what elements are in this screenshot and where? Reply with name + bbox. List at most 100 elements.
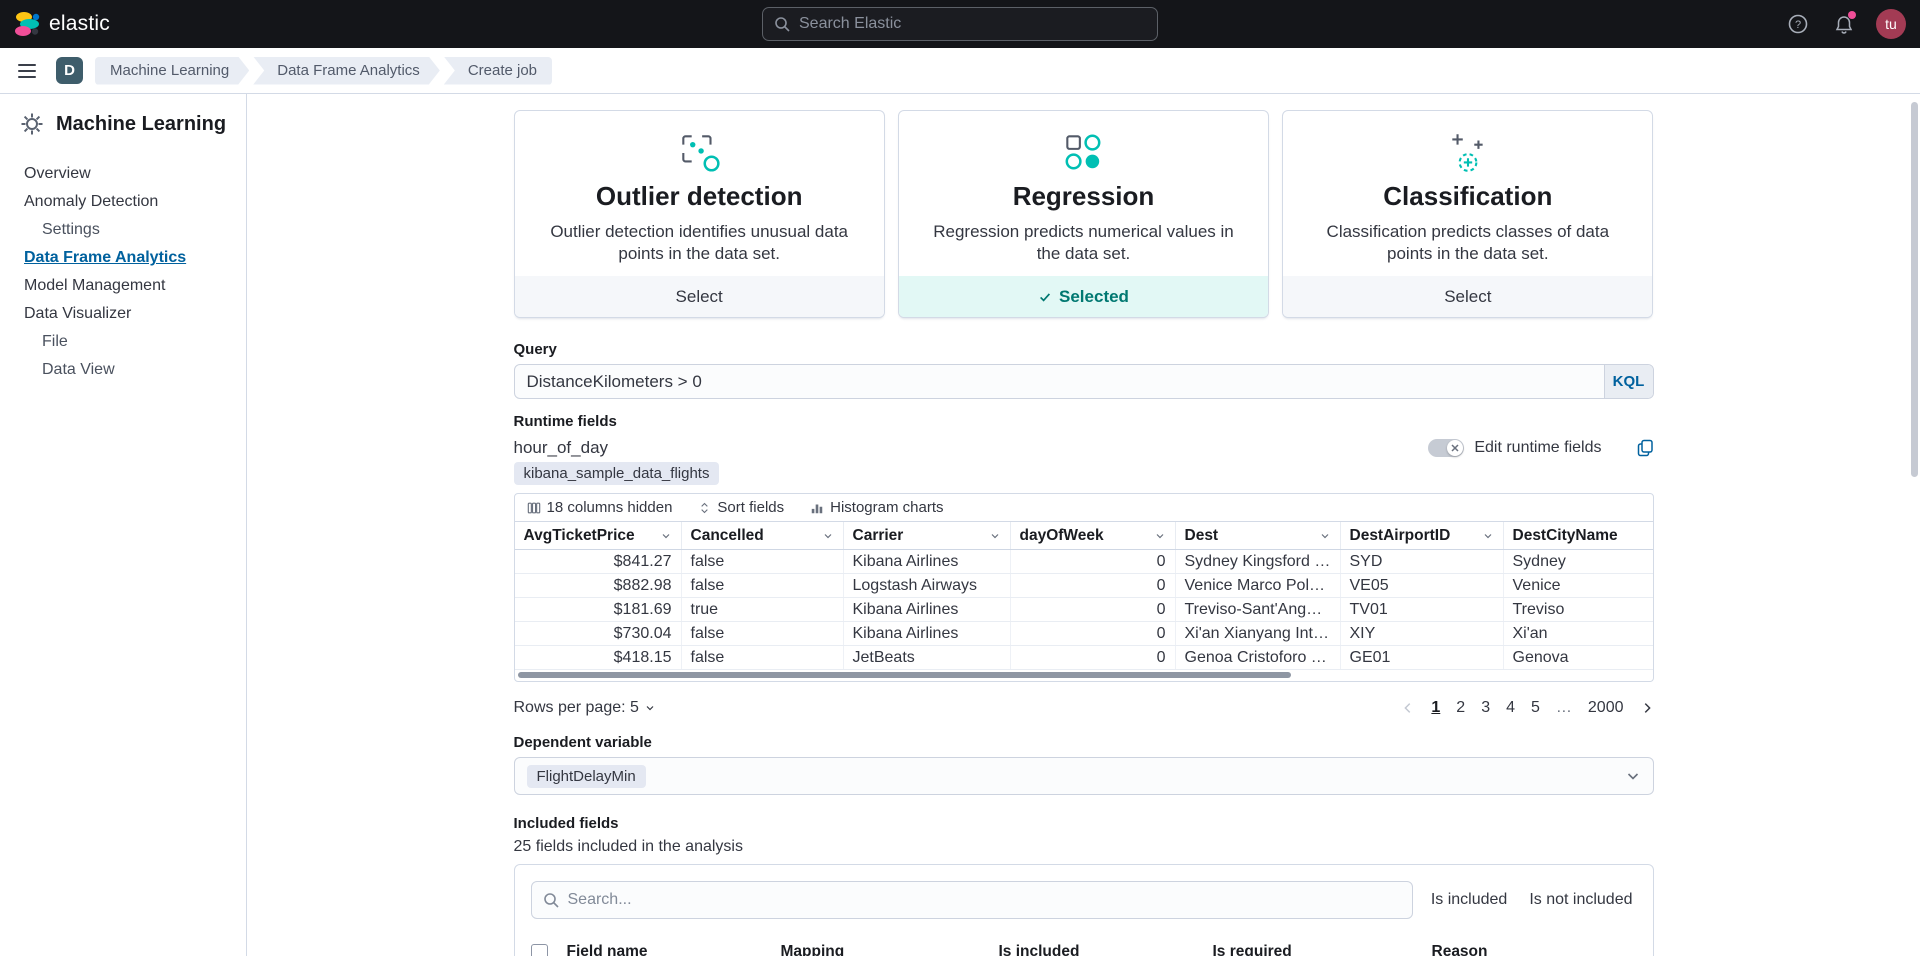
source-data-grid: 18 columns hidden Sort fields Histogram … <box>513 493 1654 682</box>
sidebar-item-overview[interactable]: Overview <box>24 165 91 182</box>
copy-icon[interactable] <box>1636 439 1654 457</box>
cell: Genova <box>1512 649 1569 666</box>
cell: 0 <box>1011 646 1176 669</box>
histogram-icon <box>810 501 824 515</box>
horizontal-scrollbar-thumb[interactable] <box>517 672 1292 678</box>
chevron-down-icon <box>662 533 669 538</box>
table-row: $730.04 false Kibana Airlines 0 Xi'an Xi… <box>514 622 1653 646</box>
column-reason: Reason <box>1431 943 1488 956</box>
dependent-variable-select[interactable]: FlightDelayMin <box>513 757 1654 795</box>
next-page-icon[interactable] <box>1640 701 1654 715</box>
help-icon[interactable]: ? <box>1784 10 1812 38</box>
search-icon <box>774 16 790 32</box>
card-title: Outlier detection <box>595 181 803 211</box>
sidebar-item-model-management[interactable]: Model Management <box>24 277 166 294</box>
page-1[interactable]: 1 <box>1431 699 1441 716</box>
columns-icon <box>527 501 541 515</box>
cell: JetBeats <box>844 646 1011 669</box>
sidebar-item-anomaly-detection[interactable]: Anomaly Detection <box>24 193 159 210</box>
cell: Treviso <box>1512 601 1565 618</box>
cell: GE01 <box>1341 646 1504 669</box>
job-type-cards: Outlier detection Outlier detection iden… <box>513 110 1654 318</box>
regression-selected-button[interactable]: Selected <box>898 276 1269 317</box>
fields-search-input[interactable] <box>567 891 1401 909</box>
is-not-included-filter-button[interactable]: Is not included <box>1529 891 1633 908</box>
rows-per-page-button[interactable]: Rows per page: 5 <box>514 699 656 717</box>
included-fields-panel: Is included Is not included Field name M… <box>513 864 1654 956</box>
card-regression[interactable]: Regression Regression predicts numerical… <box>897 110 1270 318</box>
column-mapping: Mapping <box>780 943 845 956</box>
menu-icon[interactable] <box>10 54 44 88</box>
classification-icon <box>1313 128 1622 176</box>
chevron-down-icon <box>1484 533 1491 538</box>
query-input[interactable] <box>514 365 1604 398</box>
column-header-carrier[interactable]: Carrier <box>844 522 1011 549</box>
newsfeed-bell-icon[interactable] <box>1830 10 1858 38</box>
outlier-detection-icon <box>545 128 854 176</box>
cell: false <box>682 646 844 669</box>
cell: $181.69 <box>515 598 682 621</box>
page-5[interactable]: 5 <box>1531 699 1540 716</box>
included-fields-label: Included fields <box>513 815 619 832</box>
elastic-home-link[interactable]: elastic <box>14 11 110 37</box>
cell: 0 <box>1011 622 1176 645</box>
column-header-destairportid[interactable]: DestAirportID <box>1341 522 1504 549</box>
breadcrumb-data-frame-analytics[interactable]: Data Frame Analytics <box>253 57 440 85</box>
global-header: elastic ? tu <box>0 0 1920 48</box>
sidebar-title: Machine Learning <box>56 112 227 135</box>
card-outlier-detection[interactable]: Outlier detection Outlier detection iden… <box>513 110 885 318</box>
svg-text:?: ? <box>1795 19 1801 31</box>
sidebar-item-data-visualizer[interactable]: Data Visualizer <box>24 305 132 322</box>
global-search[interactable] <box>762 7 1158 41</box>
column-header-cancelled[interactable]: Cancelled <box>682 522 844 549</box>
page-2[interactable]: 2 <box>1456 699 1466 716</box>
card-title: Classification <box>1383 181 1553 211</box>
previous-page-icon[interactable] <box>1401 701 1415 715</box>
cell: Xi'an <box>1512 625 1548 642</box>
machine-learning-gear-icon <box>18 110 46 138</box>
header-actions: ? tu <box>1784 9 1906 39</box>
column-field-name: Field name <box>566 943 648 956</box>
is-included-filter-button[interactable]: Is included <box>1430 891 1508 908</box>
select-outlier-button[interactable]: Select <box>514 276 884 317</box>
sidebar-item-data-frame-analytics[interactable]: Data Frame Analytics <box>24 249 187 266</box>
cell: Venice <box>1512 577 1561 594</box>
column-header-destcityname[interactable]: DestCityName <box>1512 526 1618 544</box>
notification-dot <box>1848 11 1856 19</box>
dependent-variable-label: Dependent variable <box>513 734 652 751</box>
kql-language-button[interactable]: KQL <box>1603 365 1653 398</box>
column-header-dest[interactable]: Dest <box>1176 522 1341 549</box>
cell: Treviso-Sant'Angelo Airport <box>1176 598 1341 621</box>
global-search-input[interactable] <box>799 15 1146 33</box>
select-all-checkbox[interactable] <box>530 943 548 956</box>
breadcrumb-machine-learning[interactable]: Machine Learning <box>95 57 249 85</box>
page-4[interactable]: 4 <box>1506 699 1515 716</box>
grid-pagination: Rows per page: 5 1 2 3 4 5 … 2000 <box>514 694 1654 722</box>
edit-runtime-toggle[interactable] <box>1428 439 1465 457</box>
elastic-logo-icon <box>14 11 40 37</box>
user-avatar[interactable]: tu <box>1876 9 1906 39</box>
select-classification-button[interactable]: Select <box>1283 276 1653 317</box>
column-header-avgticketprice[interactable]: AvgTicketPrice <box>515 522 682 549</box>
card-classification[interactable]: Classification Classification predicts c… <box>1282 110 1654 318</box>
sort-fields-button[interactable]: Sort fields <box>698 499 784 516</box>
page-2000[interactable]: 2000 <box>1587 699 1624 716</box>
sidebar-header: Machine Learning <box>18 110 228 138</box>
included-fields-summary: 25 fields included in the analysis <box>513 838 743 855</box>
columns-hidden-button[interactable]: 18 columns hidden <box>527 499 672 516</box>
sidebar-item-file[interactable]: File <box>42 333 68 350</box>
table-row: $418.15 false JetBeats 0 Genoa Cristofor… <box>514 646 1653 670</box>
page-3[interactable]: 3 <box>1481 699 1491 716</box>
cell: 0 <box>1011 550 1176 573</box>
vertical-scrollbar-thumb[interactable] <box>1911 102 1918 477</box>
histogram-charts-button[interactable]: Histogram charts <box>810 499 944 516</box>
card-description: Regression predicts numerical values in … <box>933 222 1234 264</box>
sidebar-item-data-view[interactable]: Data View <box>42 361 115 378</box>
column-header-dayofweek[interactable]: dayOfWeek <box>1011 522 1176 549</box>
space-badge[interactable]: D <box>56 57 83 84</box>
edit-runtime-fields-label[interactable]: Edit runtime fields <box>1474 439 1602 456</box>
breadcrumb-create-job: Create job <box>443 56 553 85</box>
fields-search[interactable] <box>530 881 1413 919</box>
sidebar-item-settings[interactable]: Settings <box>42 221 100 238</box>
